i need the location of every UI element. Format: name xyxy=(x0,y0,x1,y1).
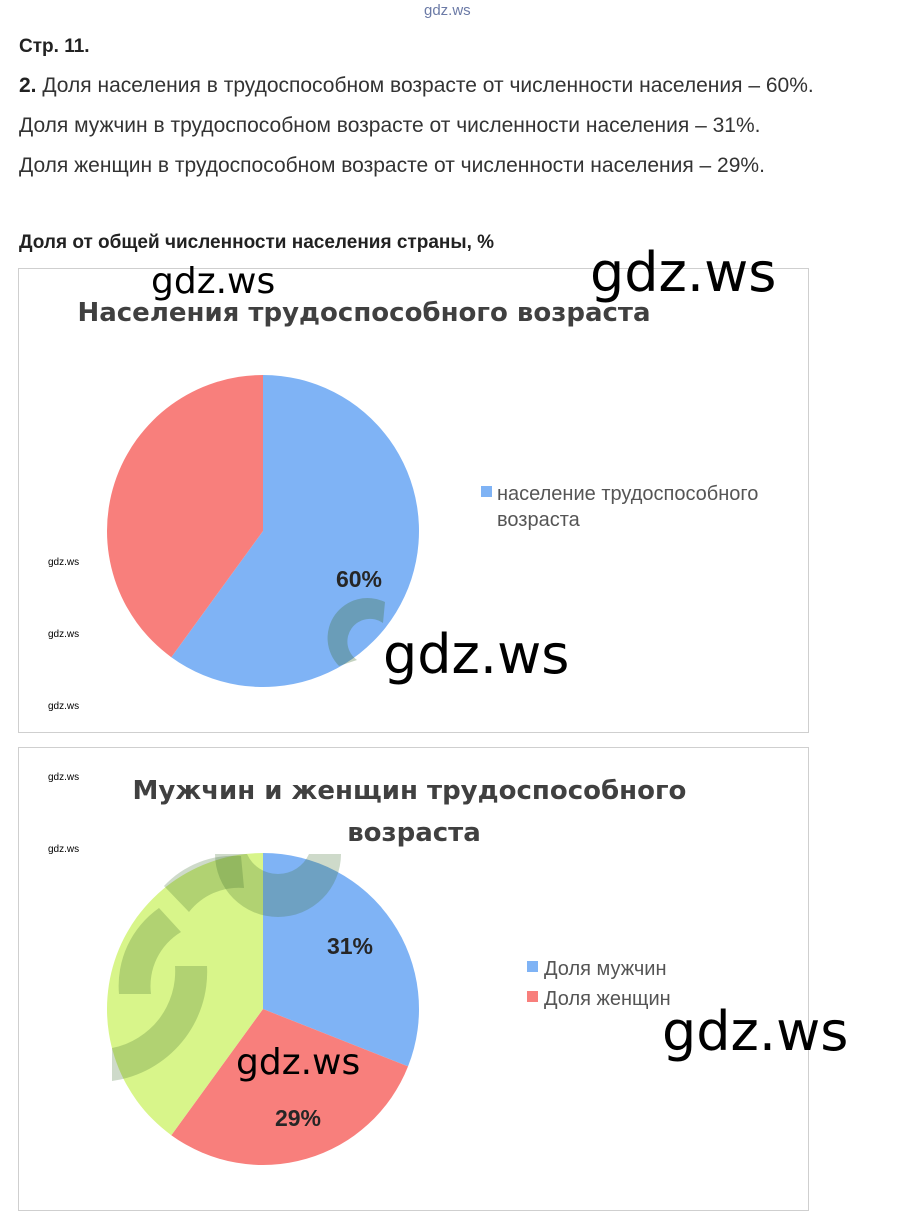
chart-1-legend-label: население трудоспособного возраста xyxy=(497,483,764,531)
watermark-small: gdz.ws xyxy=(48,629,80,640)
watermark-large: gdz.ws xyxy=(383,623,570,686)
chart-2-legend-swatch xyxy=(527,961,538,972)
watermark-large: gdz.ws xyxy=(662,1000,849,1063)
watermark-small: gdz.ws xyxy=(48,844,80,855)
statement-text-1: Доля населения в трудоспособном возрасте… xyxy=(36,74,814,97)
chart-2-svg: Мужчин и женщин трудоспособного возраста… xyxy=(106,776,696,1165)
statement-line-3: Доля женщин в трудоспособном возрасте от… xyxy=(19,154,765,177)
task-number: 2. xyxy=(19,74,37,97)
chart-2-legend-swatch xyxy=(527,991,538,1002)
watermark-arc-shape xyxy=(327,598,385,666)
chart-2-slice-1 xyxy=(171,1009,409,1165)
chart-2-slice-0 xyxy=(263,853,419,1067)
chart-1-legend-swatch xyxy=(481,486,492,497)
page-reference: Стр. 11. xyxy=(19,36,90,57)
chart-2-data-label: 31% xyxy=(327,933,373,959)
chart-1-title: Населения трудоспособного возраста xyxy=(77,298,650,328)
chart-1-svg: Населения трудоспособного возраста 60% н… xyxy=(77,298,764,687)
chart-1-data-label: 60% xyxy=(336,566,382,592)
chart-2-slice-2 xyxy=(106,853,263,1136)
chart-2-container: Мужчин и женщин трудоспособного возраста… xyxy=(18,747,809,1211)
watermark-small: gdz.ws xyxy=(48,557,80,568)
watermark-large: gdz.ws xyxy=(590,241,777,304)
statement-line-1: 2. Доля населения в трудоспособном возра… xyxy=(19,74,814,98)
watermark-small: gdz.ws xyxy=(48,772,80,783)
chart-1-slice-1 xyxy=(106,375,263,658)
chart-2-title: Мужчин и женщин трудоспособного возраста xyxy=(133,776,696,848)
chart-1-slices xyxy=(106,375,419,687)
chart-2-data-label: 29% xyxy=(275,1105,321,1131)
chart-1-container: Населения трудоспособного возраста 60% н… xyxy=(18,264,809,733)
chart-2-legend-label: Доля женщин xyxy=(544,988,671,1010)
watermark-small: gdz.ws xyxy=(48,701,80,712)
watermark-top: gdz.ws xyxy=(424,2,471,19)
chart-1-slice-0 xyxy=(171,375,419,687)
watermark: gdz.ws xyxy=(151,261,276,302)
statement-line-2: Доля мужчин в трудоспособном возрасте от… xyxy=(19,114,761,137)
chart-2-slices xyxy=(106,853,419,1165)
charts-caption: Доля от общей численности населения стра… xyxy=(19,232,495,253)
watermark-shapes xyxy=(112,854,341,1081)
chart-2-legend-label: Доля мужчин xyxy=(544,958,667,980)
watermark: gdz.ws xyxy=(236,1042,361,1083)
